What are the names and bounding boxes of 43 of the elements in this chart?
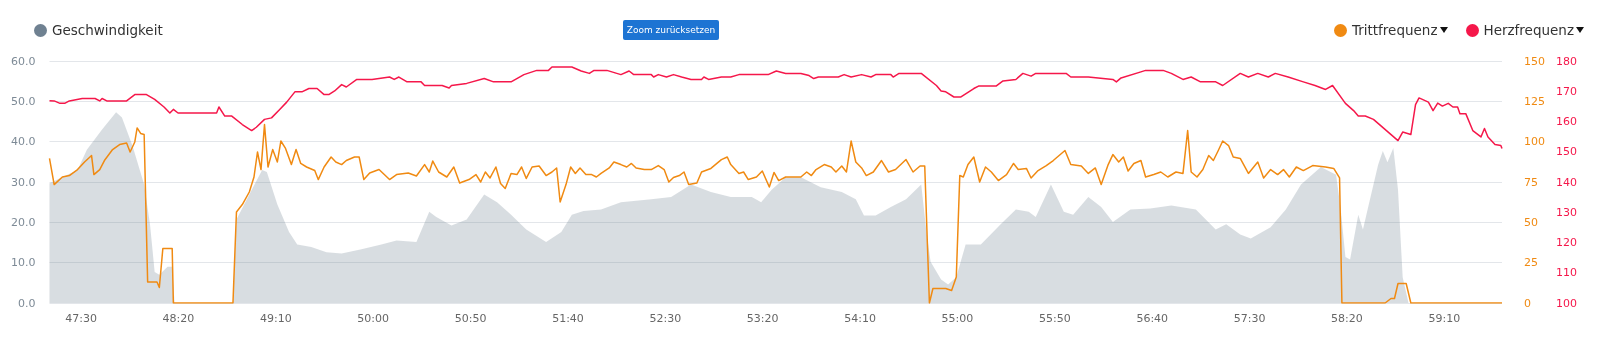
y-tick-label: 40.0 (10, 135, 36, 149)
x-tick-label: 55:00 (941, 312, 974, 325)
y-tick-label: 30.0 (10, 175, 36, 189)
y-tick-label: 50.0 (10, 94, 36, 108)
x-tick-label: 49:10 (259, 312, 292, 325)
y2-tick-label: 75 (1524, 175, 1538, 189)
legend-label: Trittfrequenz (1351, 22, 1438, 38)
x-tick-label: 59:10 (1428, 312, 1461, 325)
y2-tick-label: 0 (1524, 296, 1531, 310)
y2-tick-label: 50 (1524, 215, 1538, 229)
y2-tick-label: 125 (1524, 94, 1545, 108)
x-tick-label: 58:20 (1331, 312, 1363, 325)
y3-tick-label: 100 (1556, 296, 1577, 310)
x-tick-label: 51:40 (552, 312, 584, 325)
y-tick-label: 0.0 (17, 296, 36, 310)
y3-tick-label: 130 (1556, 205, 1577, 219)
legend-label: Herzfrequenz (1483, 22, 1574, 38)
x-tick-label: 55:50 (1038, 312, 1071, 325)
y-tick-label: 60.0 (10, 54, 36, 68)
y3-tick-label: 110 (1556, 266, 1577, 280)
text: Zoom zurücksetzen (623, 20, 719, 40)
y2-tick-label: 150 (1524, 54, 1545, 68)
y3-tick-label: 150 (1556, 145, 1577, 159)
y3-tick-label: 170 (1556, 84, 1577, 98)
legend-label: Geschwindigkeit (52, 22, 163, 38)
x-tick-label: 50:50 (454, 312, 487, 325)
x-tick-label: 52:30 (649, 312, 682, 325)
x-tick-label: 48:20 (162, 312, 195, 325)
x-tick-label: 54:10 (844, 312, 876, 325)
x-tick-label: 50:00 (357, 312, 390, 325)
x-tick-label: 47:30 (65, 312, 97, 325)
y2-tick-label: 100 (1524, 135, 1545, 149)
y2-tick-label: 25 (1524, 256, 1538, 270)
y-tick-label: 10.0 (10, 256, 36, 270)
y3-tick-label: 120 (1556, 236, 1577, 249)
x-tick-label: 53:20 (746, 312, 779, 325)
y3-tick-label: 180 (1556, 54, 1577, 68)
y-tick-label: 20.0 (10, 215, 36, 229)
line-series (48, 66, 1503, 150)
y3-tick-label: 140 (1556, 175, 1577, 189)
y3-tick-label: 160 (1556, 115, 1577, 128)
x-tick-label: 57:30 (1233, 312, 1266, 325)
x-tick-label: 56:40 (1136, 312, 1169, 325)
